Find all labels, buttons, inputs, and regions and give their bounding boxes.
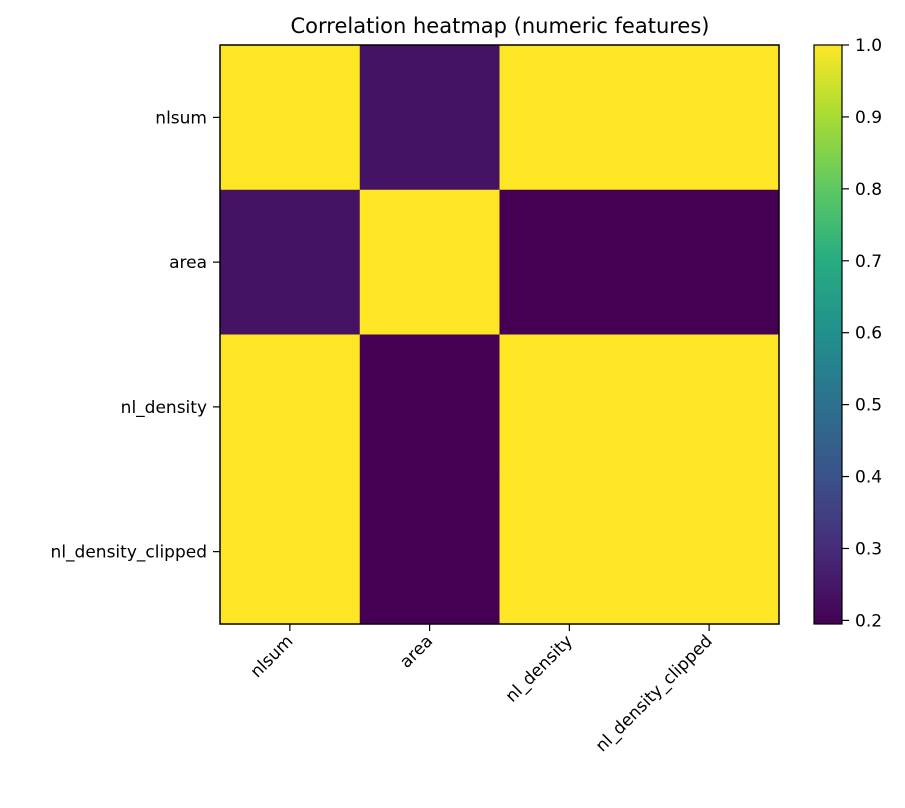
x-tick-label: nl_density — [502, 631, 577, 706]
colorbar-tick-label: 0.7 — [855, 252, 882, 272]
y-tick-label: nlsum — [155, 108, 207, 128]
colorbar-tick-label: 0.8 — [855, 180, 882, 200]
heatmap-cell — [639, 479, 780, 625]
heatmap-cell — [499, 45, 640, 191]
x-tick-label: area — [396, 631, 437, 672]
heatmap-cells — [220, 45, 780, 625]
colorbar-tick-label: 0.3 — [855, 539, 882, 559]
heatmap-cell — [639, 334, 780, 480]
heatmap-cell — [359, 189, 500, 335]
heatmap-cell — [499, 334, 640, 480]
x-tick-label: nlsum — [247, 631, 298, 682]
heatmap-cell — [220, 189, 361, 335]
chart-title: Correlation heatmap (numeric features) — [291, 14, 710, 38]
heatmap-cell — [359, 334, 500, 480]
y-axis: nlsum area nl_density nl_density_clipped — [51, 108, 220, 563]
heatmap-cell — [220, 479, 361, 625]
y-tick-label: area — [169, 253, 207, 273]
plot-frame — [219, 44, 780, 625]
colorbar-axis: 0.2 0.3 0.4 0.5 0.6 0.7 0.8 0.9 1.0 — [842, 36, 882, 631]
x-tick-label: nl_density_clipped — [592, 631, 717, 756]
x-axis: nlsum area nl_density nl_density_clipped — [247, 624, 717, 756]
heatmap-cell — [359, 479, 500, 625]
colorbar-tick-label: 0.4 — [855, 468, 882, 488]
y-tick-label: nl_density — [121, 398, 207, 418]
heatmap-cell — [639, 189, 780, 335]
heatmap-cell — [499, 189, 640, 335]
heatmap-cell — [499, 479, 640, 625]
heatmap-cell — [220, 45, 361, 191]
colorbar-tick-label: 0.5 — [855, 396, 882, 416]
heatmap-cell — [220, 334, 361, 480]
colorbar — [813, 44, 843, 625]
colorbar-tick-label: 0.9 — [855, 108, 882, 128]
colorbar-tick-label: 1.0 — [855, 36, 882, 56]
colorbar-tick-label: 0.2 — [855, 611, 882, 631]
colorbar-tick-label: 0.6 — [855, 324, 882, 344]
heatmap-cell — [359, 45, 500, 191]
y-tick-label: nl_density_clipped — [51, 543, 207, 563]
heatmap-cell — [639, 45, 780, 191]
